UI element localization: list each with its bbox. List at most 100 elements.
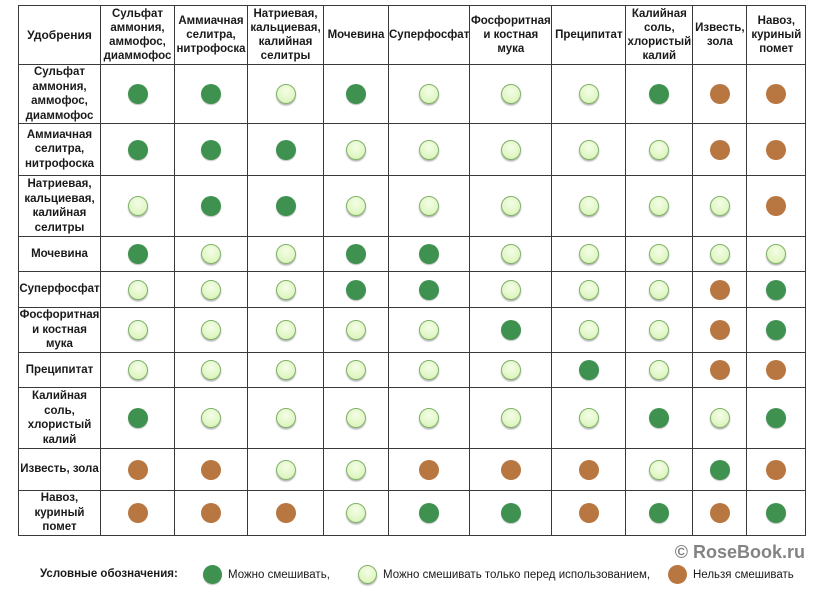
light-green-circle-icon bbox=[346, 196, 366, 216]
compatibility-cell bbox=[247, 307, 324, 353]
brown-circle-icon bbox=[709, 360, 730, 380]
table-row: Навоз, куриный помет bbox=[18, 490, 807, 536]
compatibility-cell bbox=[469, 352, 553, 388]
light-green-circle-icon bbox=[578, 279, 599, 300]
light-green-circle-icon bbox=[419, 408, 440, 428]
light-green-circle-icon bbox=[578, 320, 599, 340]
compatibility-cell bbox=[247, 123, 324, 176]
table-row: Сульфат аммония, аммофос, диаммофос bbox=[18, 64, 807, 124]
dark-green-circle-icon bbox=[766, 279, 787, 300]
compatibility-cell bbox=[323, 490, 389, 536]
light-green-circle-icon bbox=[346, 503, 366, 523]
brown-circle-icon bbox=[709, 279, 730, 300]
dark-green-circle-icon bbox=[127, 84, 148, 104]
compatibility-cell bbox=[247, 236, 324, 272]
compatibility-cell bbox=[247, 175, 324, 237]
dark-green-circle-icon bbox=[346, 244, 366, 264]
light-green-circle-icon bbox=[201, 279, 221, 300]
column-header: Фосфоритная и костная мука bbox=[469, 5, 553, 65]
brown-circle-icon bbox=[419, 459, 440, 480]
compatibility-cell bbox=[692, 387, 748, 449]
compatibility-cell bbox=[746, 387, 807, 449]
light-green-circle-icon bbox=[346, 139, 366, 160]
compatibility-cell bbox=[469, 387, 553, 449]
light-green-circle-icon bbox=[275, 279, 296, 300]
compatibility-cell bbox=[100, 175, 175, 237]
corner-header: Удобрения bbox=[18, 5, 101, 65]
brown-circle-icon bbox=[275, 503, 296, 523]
legend-label: Можно смешивать только перед использован… bbox=[383, 568, 651, 581]
compatibility-cell bbox=[746, 123, 807, 176]
brown-circle-icon bbox=[578, 503, 599, 523]
compatibility-cell bbox=[387, 271, 471, 308]
legend-item-yes: Можно смешивать, bbox=[203, 565, 330, 584]
light-green-circle-icon bbox=[201, 360, 221, 380]
compatibility-cell bbox=[174, 236, 248, 272]
compatibility-cell bbox=[746, 271, 807, 308]
column-header: Суперфосфат bbox=[387, 5, 471, 65]
compatibility-cell bbox=[323, 123, 389, 176]
legend: Условные обозначения: Можно смешивать, М… bbox=[0, 565, 823, 585]
light-green-circle-icon bbox=[275, 320, 296, 340]
dark-green-circle-icon bbox=[500, 503, 521, 523]
brown-circle-icon bbox=[201, 503, 221, 523]
compatibility-cell bbox=[692, 271, 748, 308]
row-header: Мочевина bbox=[18, 236, 101, 272]
brown-circle-icon bbox=[668, 565, 687, 584]
compatibility-cell bbox=[746, 490, 807, 536]
light-green-circle-icon bbox=[346, 320, 366, 340]
light-green-circle-icon bbox=[649, 459, 670, 480]
column-header: Натриевая, кальциевая, калийная селитры bbox=[247, 5, 324, 65]
compatibility-cell bbox=[323, 236, 389, 272]
compatibility-cell bbox=[469, 307, 553, 353]
compatibility-cell bbox=[625, 64, 694, 124]
brown-circle-icon bbox=[766, 360, 787, 380]
dark-green-circle-icon bbox=[201, 84, 221, 104]
light-green-circle-icon bbox=[127, 196, 148, 216]
light-green-circle-icon bbox=[649, 139, 670, 160]
compatibility-cell bbox=[625, 352, 694, 388]
light-green-circle-icon bbox=[500, 84, 521, 104]
compatibility-cell bbox=[323, 175, 389, 237]
dark-green-circle-icon bbox=[709, 459, 730, 480]
compatibility-cell bbox=[692, 64, 748, 124]
row-header: Сульфат аммония, аммофос, диаммофос bbox=[18, 64, 101, 124]
table-row: Аммиачная селитра, нитрофоска bbox=[18, 123, 807, 176]
light-green-circle-icon bbox=[649, 360, 670, 380]
column-header: Преципитат bbox=[551, 5, 627, 65]
light-green-circle-icon bbox=[578, 196, 599, 216]
compatibility-cell bbox=[247, 490, 324, 536]
light-green-circle-icon bbox=[578, 408, 599, 428]
column-header: Аммиачная селитра, нитрофоска bbox=[174, 5, 248, 65]
legend-title: Условные обозначения: bbox=[40, 568, 178, 580]
compatibility-cell bbox=[746, 64, 807, 124]
dark-green-circle-icon bbox=[766, 503, 787, 523]
compatibility-table: Удобрения Сульфат аммония, аммофос, диам… bbox=[18, 5, 807, 536]
dark-green-circle-icon bbox=[346, 279, 366, 300]
compatibility-cell bbox=[100, 64, 175, 124]
light-green-circle-icon bbox=[346, 360, 366, 380]
compatibility-cell bbox=[469, 64, 553, 124]
legend-item-pre: Можно смешивать только перед использован… bbox=[358, 565, 650, 584]
table-row: Преципитат bbox=[18, 352, 807, 388]
compatibility-cell bbox=[174, 271, 248, 308]
compatibility-cell bbox=[625, 175, 694, 237]
row-header: Навоз, куриный помет bbox=[18, 490, 101, 536]
table-row: Натриевая, кальциевая, калийная селитры bbox=[18, 175, 807, 237]
dark-green-circle-icon bbox=[201, 139, 221, 160]
compatibility-cell bbox=[100, 307, 175, 353]
compatibility-cell bbox=[100, 271, 175, 308]
brown-circle-icon bbox=[709, 320, 730, 340]
compatibility-cell bbox=[746, 307, 807, 353]
compatibility-cell bbox=[469, 236, 553, 272]
compatibility-cell bbox=[692, 123, 748, 176]
compatibility-cell bbox=[746, 448, 807, 491]
light-green-circle-icon bbox=[127, 320, 148, 340]
light-green-circle-icon bbox=[578, 84, 599, 104]
light-green-circle-icon bbox=[201, 244, 221, 264]
brown-circle-icon bbox=[709, 84, 730, 104]
light-green-circle-icon bbox=[275, 408, 296, 428]
light-green-circle-icon bbox=[127, 360, 148, 380]
column-header: Навоз, куриный помет bbox=[746, 5, 807, 65]
compatibility-cell bbox=[387, 387, 471, 449]
